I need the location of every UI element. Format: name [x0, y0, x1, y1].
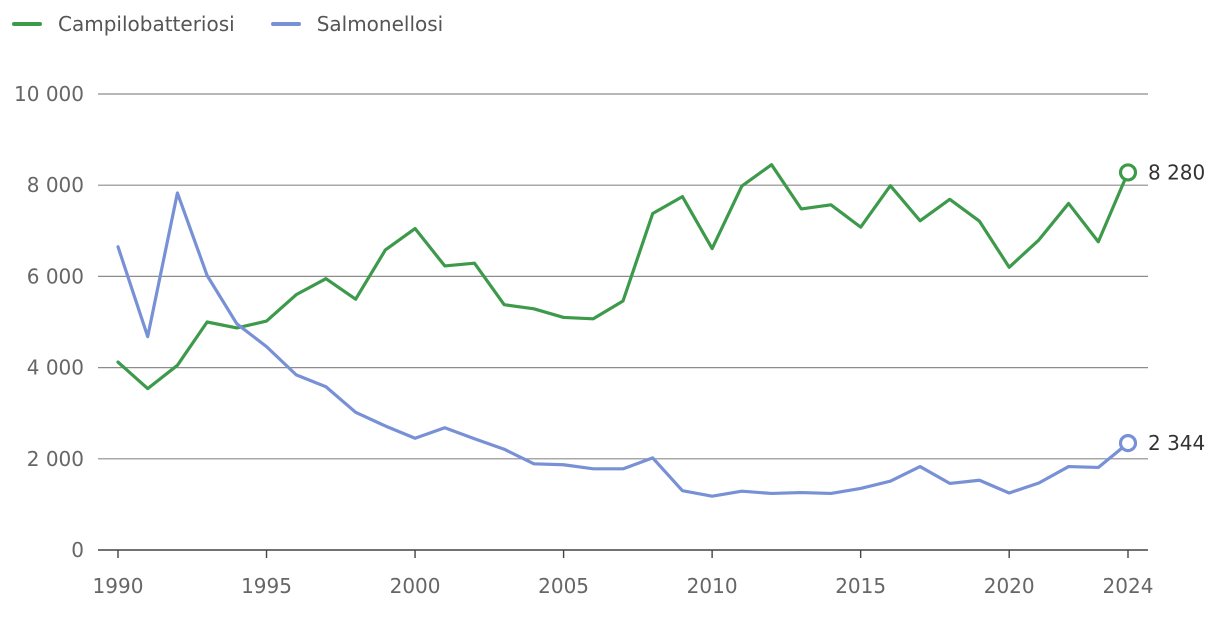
end-markers: 8 280 2 344	[1118, 160, 1205, 455]
y-tick-label: 8 000	[27, 173, 84, 197]
legend-label-salmonellosi: Salmonellosi	[316, 12, 444, 36]
series-line-campilobatteriosi	[116, 163, 1130, 391]
x-tick-label: 1990	[93, 574, 144, 598]
y-tick-label: 10 000	[14, 82, 84, 106]
y-axis: 0 2 000 4 000 6 000 8 000 10 000	[14, 82, 84, 562]
series-lines	[116, 163, 1130, 498]
legend-swatch-campilobatteriosi	[12, 22, 42, 26]
x-tick-label: 2020	[984, 574, 1035, 598]
x-tick-label: 2024	[1103, 574, 1154, 598]
legend-item-salmonellosi[interactable]: Salmonellosi	[270, 12, 444, 36]
x-axis: 1990 1995 2000 2005 2010 2015 2020 2024	[93, 550, 1154, 598]
y-tick-label: 0	[71, 538, 84, 562]
y-tick-label: 4 000	[27, 356, 84, 380]
x-tick-label: 1995	[241, 574, 292, 598]
y-tick-label: 2 000	[27, 447, 84, 471]
y-tick-label: 6 000	[27, 264, 84, 288]
legend-swatch-salmonellosi	[270, 22, 301, 26]
end-value-label-salmonellosi: 2 344	[1148, 431, 1205, 455]
end-marker-campilobatteriosi[interactable]	[1118, 163, 1138, 182]
legend-label-campilobatteriosi: Campilobatteriosi	[58, 12, 235, 36]
end-value-label-campilobatteriosi: 8 280	[1148, 160, 1205, 184]
gridlines	[98, 93, 1148, 551]
series-line-salmonellosi	[116, 191, 1130, 498]
x-tick-label: 2010	[687, 574, 738, 598]
legend-item-campilobatteriosi[interactable]: Campilobatteriosi	[12, 12, 235, 36]
x-tick-label: 2000	[390, 574, 441, 598]
x-tick-label: 2015	[835, 574, 886, 598]
x-tick-label: 2005	[538, 574, 589, 598]
end-marker-salmonellosi[interactable]	[1118, 434, 1138, 453]
legend: Campilobatteriosi Salmonellosi	[12, 12, 479, 36]
